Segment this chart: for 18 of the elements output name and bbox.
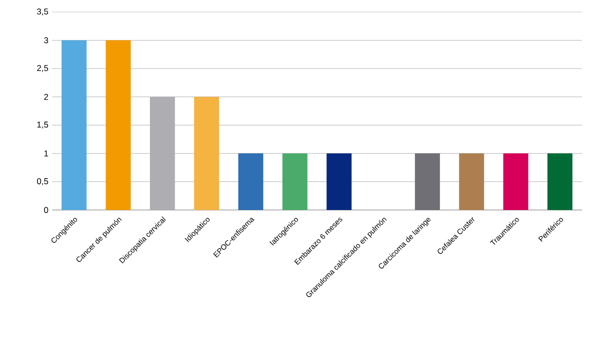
bar [62, 40, 87, 210]
bar [282, 153, 308, 210]
bar [238, 153, 264, 210]
y-tick-label: 3,5 [37, 8, 48, 16]
y-tick-label: 0 [44, 207, 48, 213]
y-tick-label: 1,5 [37, 122, 48, 129]
bar [326, 153, 352, 210]
bar [547, 153, 572, 210]
bar [503, 153, 528, 210]
y-tick-label: 2,5 [37, 65, 48, 72]
y-tick-label: 1 [44, 150, 48, 156]
y-tick-label: 0,5 [37, 178, 48, 186]
y-tick-label: 3 [44, 37, 48, 44]
bar [194, 96, 220, 210]
bar [106, 40, 131, 210]
bar [414, 153, 440, 210]
bar [459, 153, 484, 210]
y-tick-label: 2 [44, 94, 48, 100]
